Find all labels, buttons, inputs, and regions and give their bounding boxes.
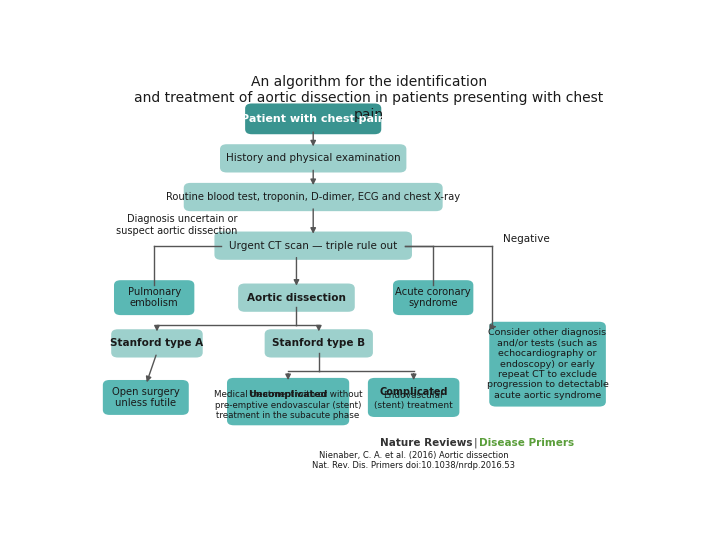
Text: Patient with chest pain: Patient with chest pain [241, 114, 385, 124]
Text: Endovascular
(stent) treatment: Endovascular (stent) treatment [374, 390, 453, 410]
Text: An algorithm for the identification
and treatment of aortic dissection in patien: An algorithm for the identification and … [135, 75, 603, 122]
FancyBboxPatch shape [368, 378, 459, 417]
FancyBboxPatch shape [245, 104, 382, 134]
FancyBboxPatch shape [215, 232, 412, 260]
Text: Acute coronary
syndrome: Acute coronary syndrome [395, 287, 471, 308]
Text: History and physical examination: History and physical examination [226, 153, 400, 164]
Text: Complicated: Complicated [379, 387, 448, 396]
FancyBboxPatch shape [114, 280, 194, 315]
Text: Stanford type A: Stanford type A [110, 339, 204, 348]
FancyBboxPatch shape [393, 280, 473, 315]
Text: Open surgery
unless futile: Open surgery unless futile [112, 387, 180, 408]
Text: Disease Primers: Disease Primers [480, 438, 575, 448]
Text: Medical treatment with or without
pre-emptive endovascular (stent)
treatment in : Medical treatment with or without pre-em… [214, 390, 362, 420]
FancyBboxPatch shape [111, 329, 203, 357]
Text: Aortic dissection: Aortic dissection [247, 293, 346, 302]
Text: Stanford type B: Stanford type B [272, 339, 365, 348]
Text: Routine blood test, troponin, D-dimer, ECG and chest X-ray: Routine blood test, troponin, D-dimer, E… [166, 192, 460, 202]
Text: Pulmonary
embolism: Pulmonary embolism [127, 287, 181, 308]
FancyBboxPatch shape [227, 378, 349, 426]
Text: Urgent CT scan — triple rule out: Urgent CT scan — triple rule out [229, 241, 397, 251]
FancyBboxPatch shape [103, 380, 189, 415]
Text: Uncomplicated: Uncomplicated [248, 390, 328, 399]
Text: Consider other diagnosis
and/or tests (such as
echocardiography or
endoscopy) or: Consider other diagnosis and/or tests (s… [487, 328, 608, 400]
Text: Nature Reviews: Nature Reviews [379, 438, 472, 448]
FancyBboxPatch shape [184, 183, 443, 211]
FancyBboxPatch shape [220, 144, 406, 172]
Text: Diagnosis uncertain or
suspect aortic dissection: Diagnosis uncertain or suspect aortic di… [117, 214, 238, 235]
Text: |: | [474, 438, 477, 448]
FancyBboxPatch shape [490, 322, 606, 407]
Text: Nienaber, C. A. et al. (2016) Aortic dissection
Nat. Rev. Dis. Primers doi:10.10: Nienaber, C. A. et al. (2016) Aortic dis… [312, 451, 515, 470]
Text: Negative: Negative [503, 234, 549, 244]
FancyBboxPatch shape [265, 329, 373, 357]
FancyBboxPatch shape [238, 284, 355, 312]
